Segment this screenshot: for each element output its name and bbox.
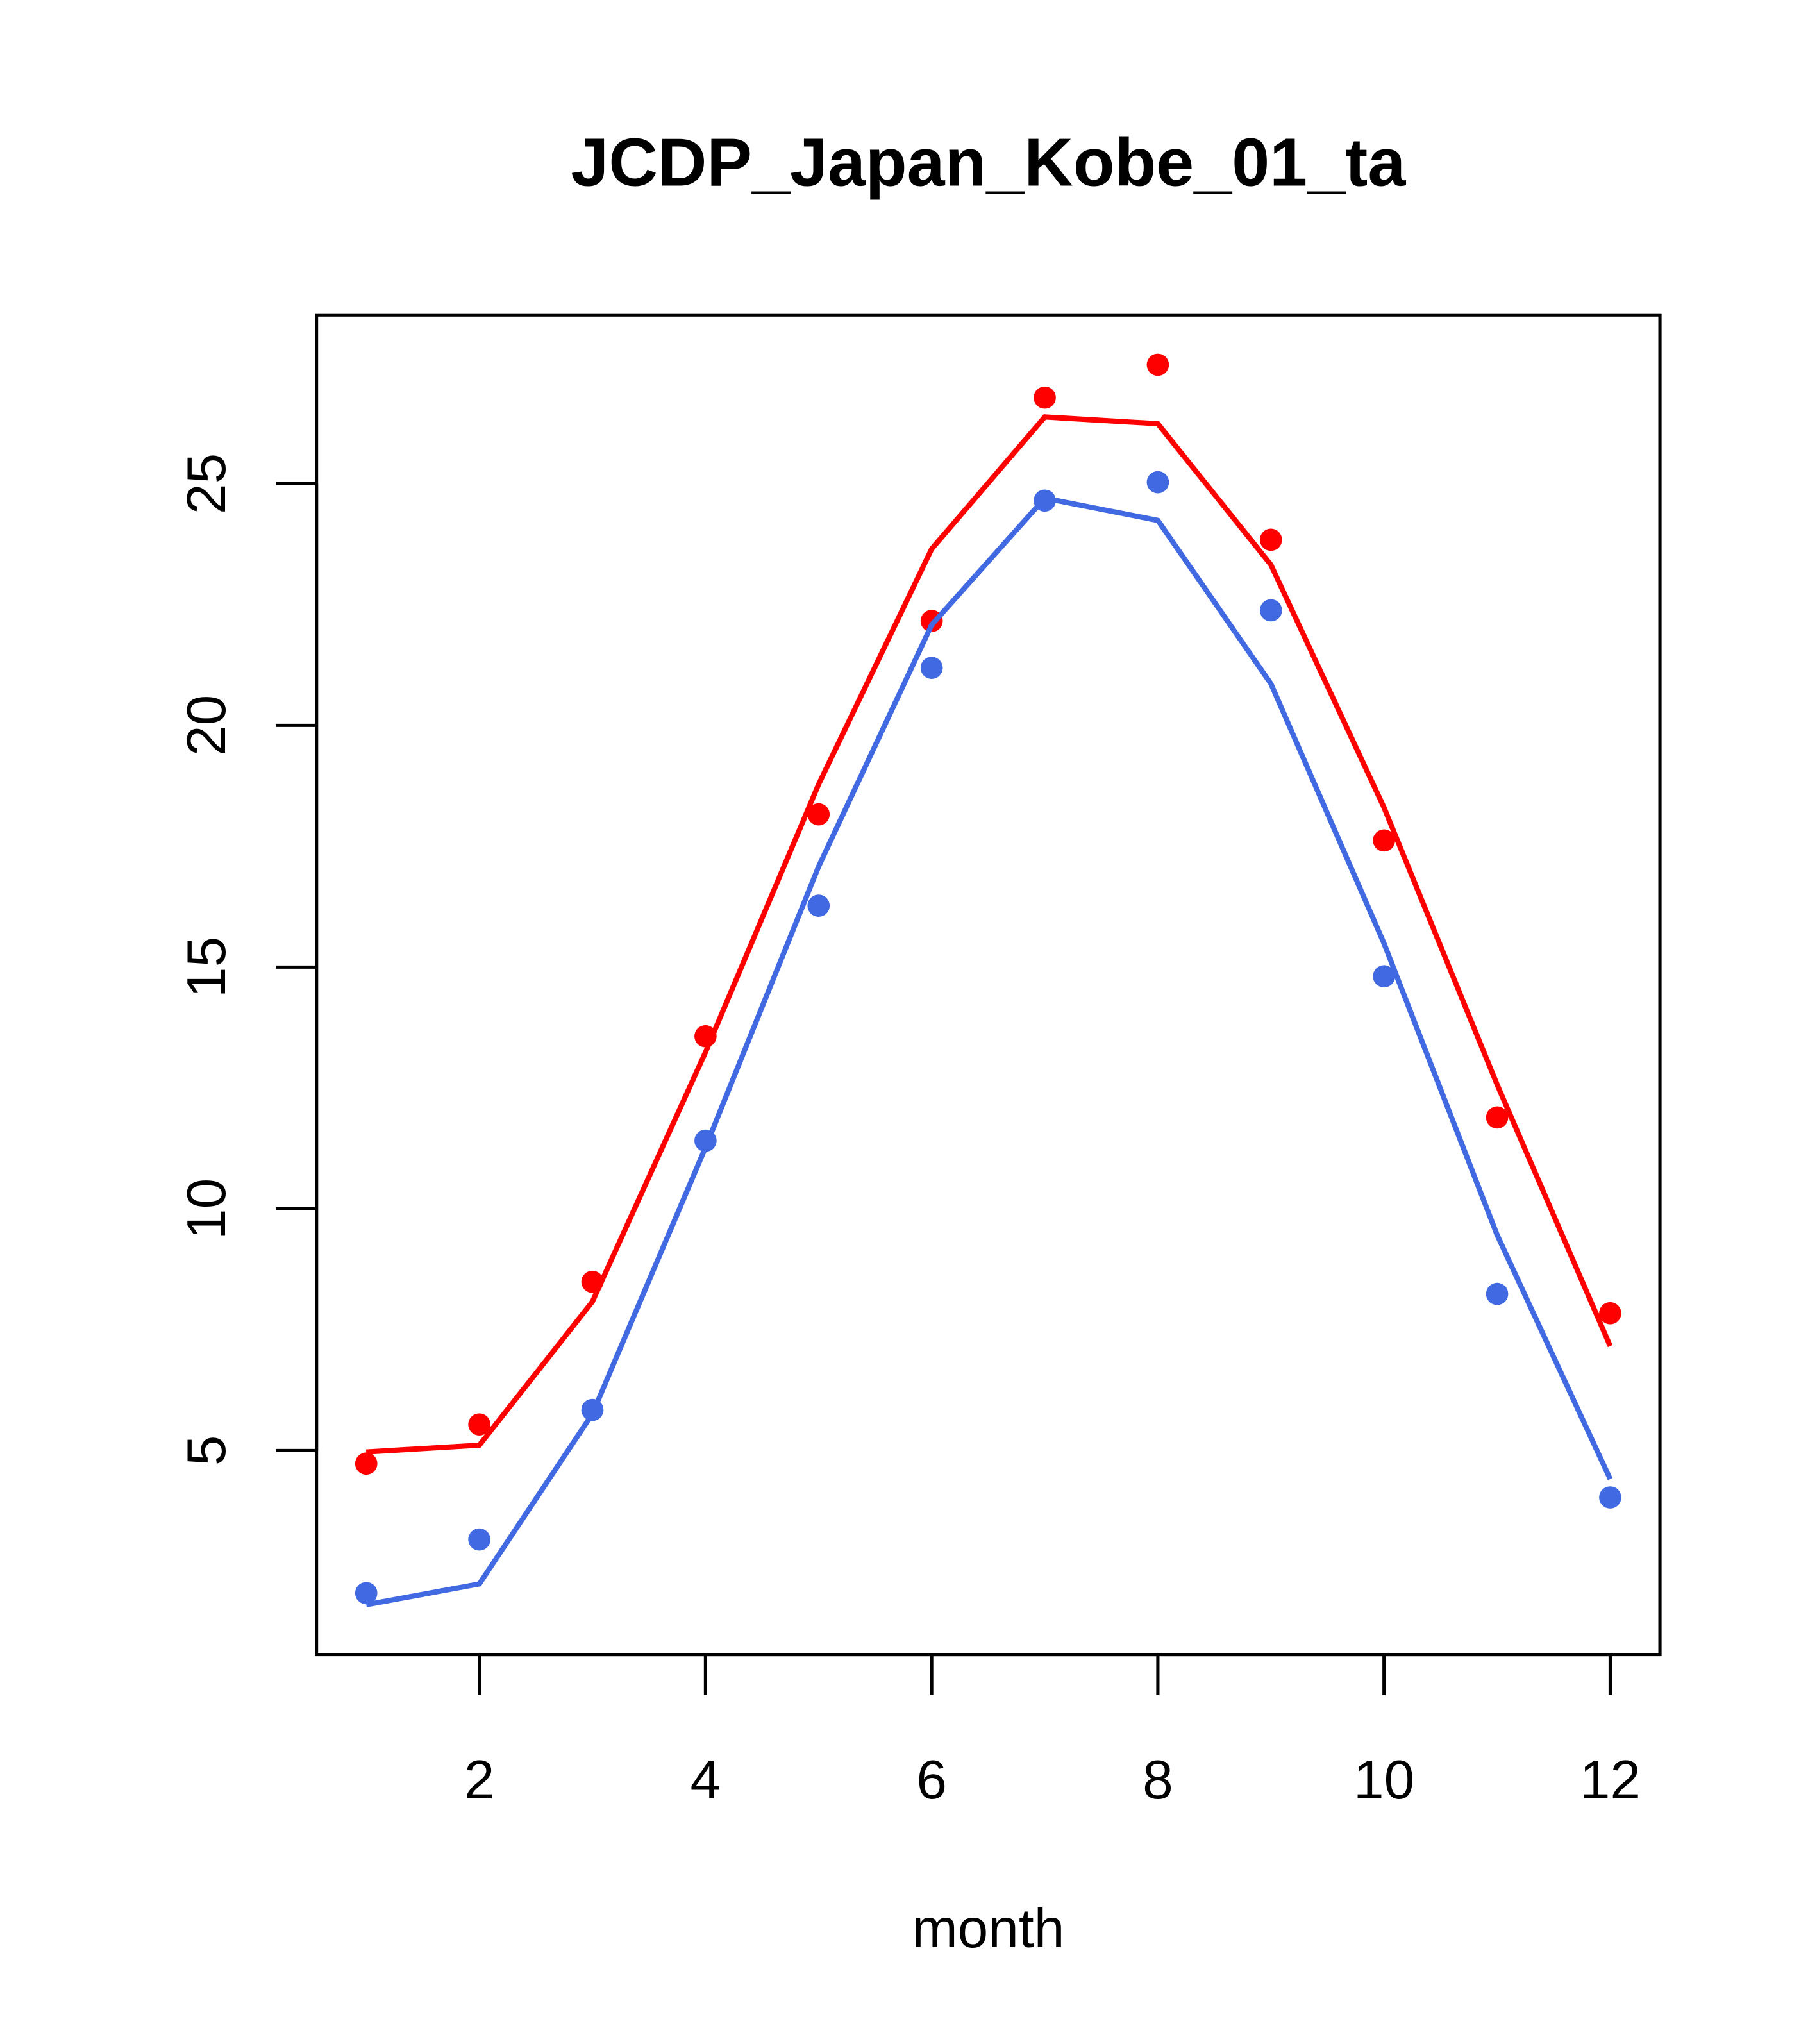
x-tick-label: 8	[1143, 1749, 1173, 1811]
y-tick-label: 20	[176, 695, 237, 756]
blue-points-point	[468, 1528, 490, 1551]
red-points-point	[1373, 829, 1396, 852]
x-tick-label: 2	[464, 1749, 495, 1811]
red-points-point	[807, 803, 830, 826]
y-axis: 5 10 15 20 25	[176, 453, 319, 1466]
red-line-series	[365, 414, 1613, 1455]
chart-title: JCDP_Japan_Kobe_01_ta	[571, 124, 1406, 200]
red-points-point	[1486, 1106, 1509, 1129]
blue-points-point	[920, 657, 943, 679]
blue-points-point	[807, 894, 830, 917]
blue-line-series	[365, 495, 1613, 1607]
x-tick-label: 6	[916, 1749, 947, 1811]
blue-points-point	[1486, 1282, 1509, 1305]
blue-points-point	[1599, 1486, 1621, 1509]
x-axis-label: month	[912, 1898, 1064, 1959]
y-tick-label: 25	[176, 453, 237, 514]
red-points-point	[1259, 528, 1282, 551]
blue-points-point	[1146, 471, 1169, 494]
series-layer	[355, 353, 1621, 1607]
y-tick-label: 5	[176, 1436, 237, 1466]
red-points-point	[1599, 1302, 1621, 1325]
blue-points-point	[355, 1582, 378, 1605]
x-tick-label: 12	[1580, 1749, 1641, 1811]
x-tick-label: 4	[691, 1749, 721, 1811]
blue-points-point	[1259, 599, 1282, 622]
x-axis: 2 4 6 8 10 12	[464, 1653, 1641, 1811]
y-tick-label: 10	[176, 1178, 237, 1239]
x-tick-label: 10	[1353, 1749, 1414, 1811]
red-points-point	[468, 1413, 490, 1436]
blue-points-point	[1373, 965, 1396, 988]
red-points-point	[355, 1452, 378, 1475]
red-points-point	[1146, 353, 1169, 376]
y-tick-label: 15	[176, 937, 237, 998]
red-points-point	[1034, 386, 1056, 409]
